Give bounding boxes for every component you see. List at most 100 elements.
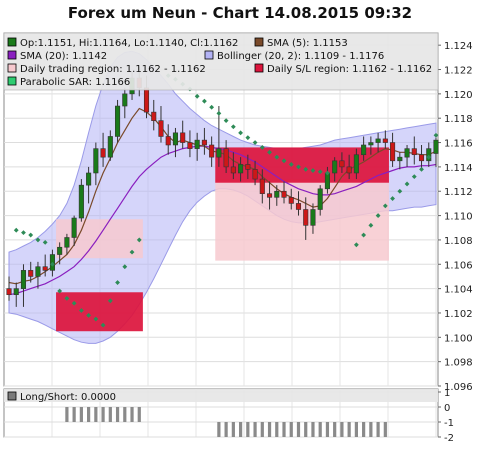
candle-body (288, 197, 294, 204)
candle-body (295, 203, 302, 210)
candle-body (57, 246, 63, 255)
candle (288, 188, 294, 210)
candle-body (252, 169, 258, 180)
long-short-bar (101, 407, 105, 422)
candle (57, 242, 63, 265)
candles (6, 67, 439, 307)
long-short-bar (354, 422, 358, 437)
candle-body (259, 178, 265, 194)
chart-title: Forex um Neun - Chart 14.08.2015 09:32 (67, 4, 413, 22)
candle-body (86, 172, 92, 186)
candle-body (115, 105, 121, 137)
sar-dot (64, 295, 70, 301)
candle (158, 106, 164, 143)
long-short-bar (137, 407, 141, 422)
long-short-bar (362, 422, 366, 437)
candle (418, 144, 425, 170)
candle (310, 203, 316, 234)
long-short-bar (325, 422, 330, 437)
candle-body (28, 270, 34, 277)
long-short-bar (115, 407, 120, 422)
legend-background (3, 32, 439, 91)
candle (100, 132, 106, 167)
sar-dot (390, 196, 395, 201)
sar-dot (325, 170, 330, 176)
sar-dot (281, 158, 287, 164)
candle-body (266, 193, 273, 198)
candle-body (93, 148, 99, 174)
sar-dot (411, 174, 417, 180)
long-short-bar (282, 422, 286, 437)
sar-dot (303, 166, 309, 172)
legend-label: Daily S/L region: 1.1162 - 1.1162 (267, 64, 432, 75)
sar-dot (194, 93, 200, 99)
long-short-bar (94, 407, 98, 422)
y-tick-label: 1.112 (444, 187, 473, 198)
long-short-bar (267, 422, 272, 437)
sub-y-ticks: 1 0 -1 -2 (438, 388, 454, 444)
stoploss-region (215, 147, 389, 183)
y-tick-label: 1.120 (444, 90, 473, 101)
candle-body (107, 136, 113, 158)
candle-body (346, 166, 352, 174)
sar-dot (419, 166, 424, 172)
candle-body (6, 288, 12, 296)
candle (368, 136, 374, 155)
candle (64, 233, 70, 255)
candle-body (180, 132, 186, 143)
stoploss-region (56, 292, 143, 332)
candle (274, 185, 280, 206)
long-short-bar (65, 407, 69, 422)
candle-body (158, 120, 164, 137)
sub-legend-background (4, 389, 438, 402)
candle (78, 179, 84, 222)
candle (361, 136, 367, 161)
candle (433, 137, 439, 167)
sar-dot (382, 203, 388, 209)
candle (238, 157, 244, 182)
sub-legend: Long/Short: 0.0000 (4, 389, 438, 403)
candle-body (71, 217, 77, 238)
sar-dot (310, 168, 316, 173)
sar-dot (129, 249, 135, 255)
y-tick-label: 1.110 (444, 212, 473, 223)
candle (28, 261, 34, 283)
sar-dot (267, 149, 272, 155)
candle (107, 130, 113, 161)
long-short-bar (296, 422, 301, 437)
candle-body (172, 132, 179, 146)
candle-body (426, 148, 432, 162)
long-short-bar (347, 422, 351, 437)
candle (172, 127, 179, 158)
candle (404, 144, 410, 167)
candle-body (397, 156, 403, 162)
candle-body (230, 166, 236, 174)
candle-body (201, 139, 207, 146)
candle (397, 152, 403, 170)
candle (42, 254, 48, 277)
candle-body (209, 144, 215, 158)
candle (13, 282, 19, 307)
long-short-bar (246, 422, 250, 437)
y-tick-label: 1 (444, 388, 450, 399)
long-short-bar (376, 422, 380, 437)
candle-body (223, 148, 229, 168)
candle (209, 136, 215, 167)
sar-dot (288, 162, 294, 167)
sub-legend-label: Long/Short: 0.0000 (20, 392, 116, 403)
trading-region (56, 219, 143, 259)
sar-dot (274, 154, 280, 160)
long-short-bar (130, 407, 134, 422)
y-tick-label: 1.108 (444, 236, 473, 247)
candle (426, 142, 432, 167)
candle (122, 87, 128, 119)
candle-body (165, 136, 171, 146)
candle (6, 276, 12, 301)
long-short-bar (318, 422, 322, 437)
candle (411, 136, 417, 165)
candle-body (194, 139, 200, 149)
legend-swatch (254, 37, 264, 47)
sar-dot (223, 118, 229, 124)
candle (71, 215, 77, 247)
long-short-bar (275, 422, 279, 437)
